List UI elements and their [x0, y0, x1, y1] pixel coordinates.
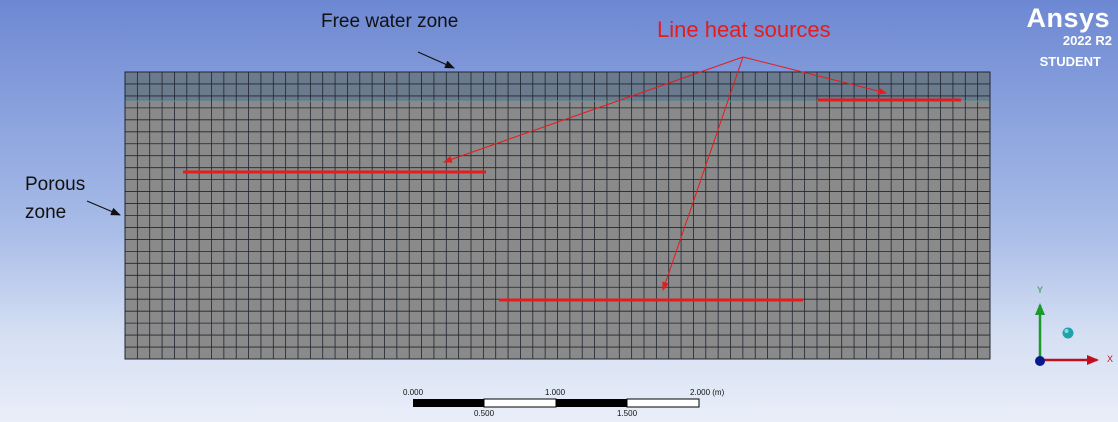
triad-sphere-icon[interactable] — [1062, 327, 1074, 339]
x-axis-label: X — [1107, 354, 1114, 364]
free-water-zone-label: Free water zone — [321, 11, 459, 32]
y-axis-label: Y — [1037, 285, 1044, 295]
mesh-grid — [125, 72, 990, 359]
domain-border — [124, 71, 991, 360]
ansys-logo: Ansys — [1026, 3, 1110, 33]
free-water-arrow — [417, 51, 455, 69]
axis-triad[interactable] — [1035, 303, 1099, 366]
heat-source-arrow-1 — [742, 56, 887, 95]
scale-label-0-5: 0.500 — [474, 409, 495, 418]
line-heat-sources-label: Line heat sources — [657, 17, 831, 42]
heat-source-arrow-3 — [662, 56, 744, 291]
version-label: 2022 R2 — [1062, 33, 1112, 48]
porous-zone-label-line2: zone — [25, 202, 67, 223]
scale-label-1: 1.000 — [545, 388, 566, 397]
porous-zone-label-line1: Porous — [25, 174, 86, 195]
triad-sphere-highlight — [1064, 329, 1069, 333]
model-domain[interactable] — [124, 71, 991, 360]
scale-label-0: 0.000 — [403, 388, 424, 397]
ansys-branding: Ansys — [1026, 3, 1110, 34]
scale-label-1-5: 1.500 — [617, 409, 638, 418]
scale-label-2: 2.000 (m) — [690, 388, 725, 397]
edition-label: STUDENT — [1039, 54, 1101, 69]
heat-source-arrow-2 — [443, 56, 744, 163]
z-axis-origin — [1035, 356, 1045, 366]
scale-bar — [413, 398, 700, 408]
porous-zone-arrow — [86, 200, 121, 216]
